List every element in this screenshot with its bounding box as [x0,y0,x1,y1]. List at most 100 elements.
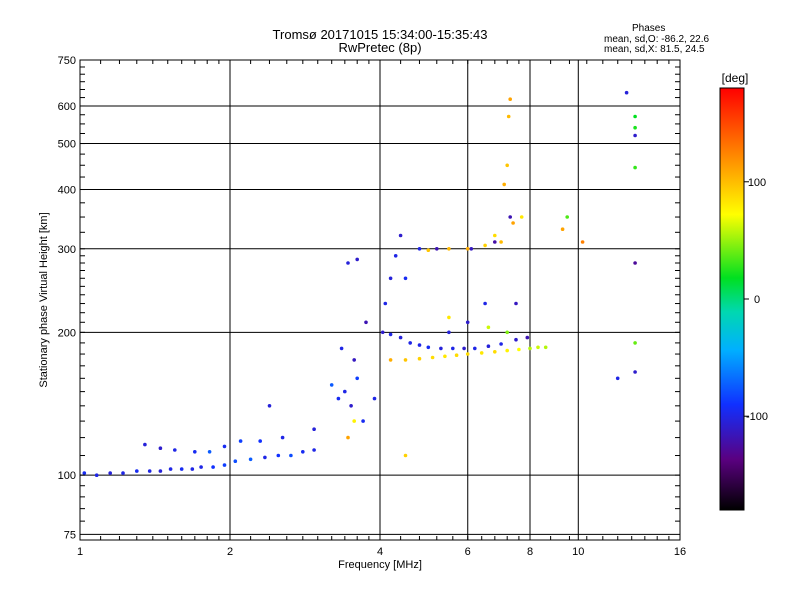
data-point [352,419,357,423]
data-point [383,301,388,306]
colorbar-tick-label: -100 [746,411,768,423]
x-tick-label: 10 [572,546,584,558]
data-point [499,240,503,244]
data-point [312,448,316,452]
data-point [403,276,408,281]
x-axis-label: Frequency [MHz] [338,559,422,571]
data-point [514,301,518,306]
y-tick-label: 400 [58,185,76,197]
colorbar [719,87,745,511]
data-point [493,350,497,354]
data-point [179,467,184,471]
data-point [508,97,512,101]
data-point [349,404,353,408]
data-point [505,163,510,168]
data-point [633,125,637,130]
data-point [439,346,443,351]
chart-title: Tromsø 20171015 15:34:00-15:35:43 [272,27,488,42]
data-point [380,330,385,335]
chart-subtitle: RwPretec (8p) [338,40,422,55]
data-point [633,261,637,265]
data-point [193,450,197,454]
data-point [94,473,99,478]
data-point [211,465,215,469]
data-point [615,376,620,381]
data-point [393,254,398,258]
data-point [633,165,637,170]
data-point [361,419,365,423]
data-point [543,345,548,350]
x-tick-label: 16 [674,546,686,558]
data-point [479,351,484,355]
data-point [469,247,474,251]
data-point [355,257,360,262]
colorbar-tick-label: 0 [754,294,760,306]
data-point [280,435,285,440]
data-point [388,358,393,362]
data-point [263,455,267,460]
data-point [301,450,305,454]
data-point [565,215,569,219]
data-point [173,448,177,452]
data-point [372,396,377,401]
y-tick-label: 600 [58,101,76,113]
data-point [108,471,112,475]
data-point [580,240,585,244]
data-point [499,342,503,346]
data-point [502,182,507,187]
data-point [417,356,422,361]
data-point [352,358,357,362]
data-point [343,389,347,394]
data-point [633,133,637,138]
data-point [508,215,512,219]
data-point [339,346,344,351]
data-point [465,320,470,325]
data-point [147,469,152,473]
data-point [506,114,511,119]
data-point [417,247,422,251]
x-tick-label: 6 [465,546,471,558]
data-point [454,353,459,358]
data-point [447,330,451,335]
data-point [388,276,393,281]
data-point [222,463,227,467]
data-point [121,471,125,475]
data-point [222,444,227,449]
data-point [486,325,491,330]
data-point [355,376,360,381]
x-tick-label: 8 [527,546,533,558]
data-point [233,459,238,464]
data-point [408,341,413,345]
data-point [398,335,403,340]
data-point [430,355,435,360]
data-point [451,346,455,351]
data-point [465,247,470,251]
colorbar-label: [deg] [722,71,749,85]
data-point [633,341,637,345]
data-point [403,453,408,458]
data-point [447,315,451,320]
data-point [462,346,466,351]
phases-heading: Phases [632,23,666,34]
data-point [158,446,163,451]
data-point [199,465,203,469]
data-point [346,261,350,265]
data-point [519,215,524,219]
y-tick-label: 100 [58,470,76,482]
data-point [465,352,470,356]
data-point [514,337,518,342]
data-point [336,396,341,401]
data-point [624,90,629,95]
data-point [493,233,497,238]
data-point [473,346,477,351]
data-point [276,453,281,458]
data-point [158,469,163,473]
data-point [517,347,521,352]
data-point [312,427,316,432]
data-point [135,469,139,473]
data-point [435,247,439,251]
data-point [426,248,431,252]
y-axis-label: Stationary phase Virtual Height [km] [38,212,50,387]
data-point [258,439,263,443]
data-point [82,471,87,475]
